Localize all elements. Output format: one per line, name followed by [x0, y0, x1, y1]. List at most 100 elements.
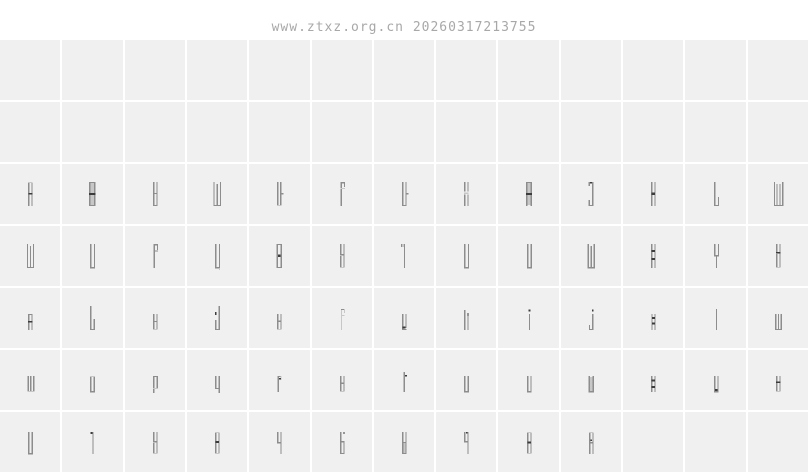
glyph-cell — [0, 164, 61, 224]
glyph-cell — [311, 412, 372, 472]
glyph-cell — [0, 226, 61, 286]
glyph-cell — [436, 288, 497, 348]
glyph-cell — [0, 288, 61, 348]
glyph-b — [90, 306, 96, 331]
glyph-n — [27, 376, 35, 392]
glyph-cell — [186, 350, 248, 410]
glyph-cell — [498, 226, 559, 286]
glyph-w — [588, 376, 595, 393]
glyph-cell — [0, 40, 61, 100]
glyph-z — [775, 376, 781, 392]
glyph-X — [651, 244, 656, 268]
glyph-D — [213, 182, 222, 207]
glyph-P — [153, 244, 158, 268]
glyph-cell — [560, 412, 622, 472]
glyph-e — [277, 314, 282, 330]
glyph-cell — [62, 412, 123, 472]
glyph-a — [28, 314, 33, 330]
glyph-cell — [560, 102, 622, 162]
glyph-cell — [623, 226, 684, 286]
glyph-B — [89, 182, 96, 206]
glyph-cell — [436, 350, 497, 410]
glyph-8 — [526, 432, 532, 454]
glyph-cell — [0, 102, 61, 162]
glyph-cell — [124, 288, 185, 348]
glyph-s — [339, 376, 345, 392]
glyph-m — [774, 314, 782, 330]
glyph-U — [464, 244, 470, 269]
glyph-3 — [215, 432, 220, 454]
glyph-cell — [747, 226, 808, 286]
glyph-cell — [685, 226, 746, 286]
glyph-cell — [436, 412, 497, 472]
glyph-Q — [215, 244, 221, 270]
glyph-v — [526, 376, 532, 393]
glyph-d — [215, 306, 220, 331]
glyph-F — [340, 182, 345, 206]
glyph-c — [152, 314, 158, 330]
glyph-9 — [588, 432, 594, 454]
glyph-cell — [124, 412, 185, 472]
glyph-T — [400, 244, 406, 268]
glyph-L — [713, 182, 719, 207]
glyph-K — [651, 182, 656, 206]
glyph-cell — [311, 226, 372, 286]
glyph-cell — [249, 288, 310, 348]
glyph-cell — [685, 350, 746, 410]
glyph-cell — [498, 350, 559, 410]
glyph-r — [277, 376, 282, 392]
glyph-cell — [373, 164, 435, 224]
glyph-cell — [623, 164, 684, 224]
glyph-cell — [747, 40, 808, 100]
glyph-V — [526, 244, 532, 269]
glyph-cell — [0, 350, 61, 410]
glyph-H — [464, 182, 469, 206]
glyph-R — [276, 244, 283, 268]
glyph-cell — [311, 164, 372, 224]
glyph-h — [464, 310, 469, 330]
glyph-j — [588, 309, 594, 331]
glyph-O — [90, 244, 96, 269]
glyph-C — [152, 182, 158, 207]
glyph-E — [277, 182, 284, 206]
glyph-cell — [498, 102, 559, 162]
glyph-i — [528, 309, 531, 330]
glyph-cell — [311, 288, 372, 348]
glyph-cell — [186, 288, 248, 348]
glyph-f — [340, 309, 345, 330]
glyph-cell — [124, 350, 185, 410]
glyph-cell — [124, 40, 185, 100]
glyph-cell — [685, 164, 746, 224]
glyph-cell — [623, 40, 684, 100]
glyph-cell — [124, 226, 185, 286]
glyph-Y — [713, 244, 719, 268]
glyph-cell — [311, 102, 372, 162]
glyph-cell — [498, 164, 559, 224]
glyph-l — [715, 309, 717, 330]
glyph-cell — [498, 412, 559, 472]
glyph-cell — [498, 288, 559, 348]
glyph-cell — [62, 164, 123, 224]
glyph-G — [401, 182, 409, 206]
glyph-cell — [311, 40, 372, 100]
glyph-cell — [249, 226, 310, 286]
glyph-k — [651, 314, 656, 330]
glyph-cell — [124, 164, 185, 224]
glyph-S — [339, 244, 345, 268]
glyph-cell — [747, 288, 808, 348]
glyph-cell — [498, 40, 559, 100]
glyph-cell — [62, 102, 123, 162]
glyph-cell — [249, 40, 310, 100]
glyph-cell — [560, 40, 622, 100]
glyph-cell — [186, 102, 248, 162]
glyph-cell — [747, 412, 808, 472]
glyph-grid — [0, 40, 808, 472]
glyph-cell — [186, 412, 248, 472]
glyph-cell — [373, 412, 435, 472]
glyph-cell — [623, 288, 684, 348]
glyph-cell — [186, 226, 248, 286]
glyph-cell — [0, 412, 61, 472]
glyph-cell — [436, 40, 497, 100]
glyph-cell — [373, 226, 435, 286]
glyph-cell — [436, 102, 497, 162]
